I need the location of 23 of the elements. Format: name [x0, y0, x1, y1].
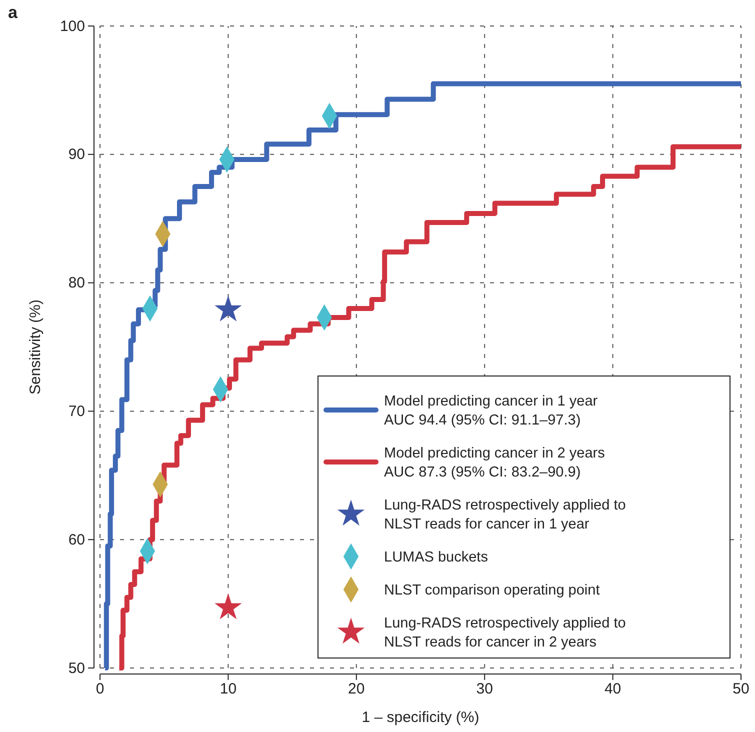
legend-label: Model predicting cancer in 2 years AUC 87.3 (95% CI: 83.2–90.9)	[384, 446, 605, 480]
legend-label: Lung-RADS retrospectively applied to NLST reads for cancer in 2 years	[384, 616, 626, 650]
legend-label: Lung-RADS retrospectively applied to NLST reads for cancer in 1 year	[384, 498, 626, 532]
y-axis-title: Sensitivity (%)	[27, 299, 44, 395]
y-tick-label: 90	[68, 146, 85, 164]
y-tick-label: 60	[68, 531, 85, 548]
y-tick-label: 70	[68, 403, 85, 420]
legend-label: NLST comparison operating point	[384, 582, 600, 598]
legend-label: LUMAS buckets	[384, 550, 488, 566]
y-tick-label: 50	[68, 660, 85, 677]
x-tick-label: 0	[96, 680, 104, 698]
x-axis-title: 1 – specificity (%)	[362, 709, 480, 726]
x-tick-label: 10	[220, 680, 237, 698]
x-tick-label: 50	[732, 680, 750, 698]
x-tick-label: 30	[476, 680, 493, 698]
point	[214, 295, 242, 322]
y-tick-label: 80	[68, 274, 85, 292]
legend-label: Model predicting cancer in 1 year AUC 94.4 (95% CI: 91.1–97.3)	[384, 394, 598, 428]
x-tick-label: 20	[348, 680, 365, 698]
y-tick-label: 100	[60, 18, 85, 35]
point	[214, 593, 242, 620]
text: a	[8, 3, 18, 22]
x-tick-label: 40	[604, 680, 622, 698]
